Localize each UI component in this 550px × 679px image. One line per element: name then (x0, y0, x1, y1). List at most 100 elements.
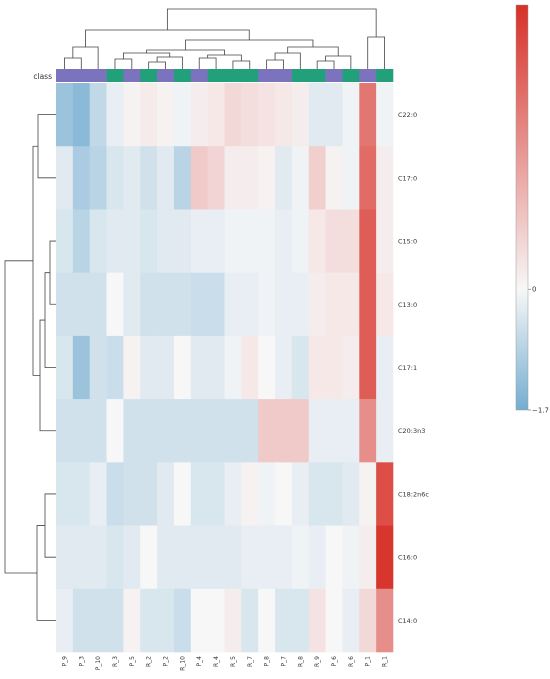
dendrogram-link (166, 8, 377, 37)
heatmap-cell (291, 146, 310, 210)
heatmap-cell (275, 83, 293, 147)
row-labels: C22:0 C17:0 C15:0 C13:0 C17:1 C20:3n3 C18:2n6c… (398, 111, 429, 625)
colorbar-tick-label-zero: 0 (532, 286, 536, 294)
heatmap-cell (157, 83, 175, 147)
heatmap-cell (342, 588, 360, 653)
column-label: R_5 (230, 656, 237, 667)
heatmap-cell (106, 462, 124, 526)
row-label: C18:2n6c (398, 490, 429, 498)
heatmap-cell (342, 272, 360, 337)
class-bar-cell (258, 69, 276, 82)
heatmap-cell (308, 588, 326, 653)
heatmap-cell (224, 462, 242, 526)
heatmap-cell (308, 525, 326, 590)
heatmap-cell (106, 146, 124, 210)
class-bar-cell (173, 69, 192, 82)
heatmap-cell (56, 462, 74, 526)
heatmap-cell (359, 83, 377, 147)
heatmap-cell (190, 83, 208, 147)
heatmap-cell (342, 146, 360, 210)
heatmap-cell (376, 462, 394, 526)
heatmap-cell (325, 146, 343, 210)
heatmap-cell (173, 399, 192, 463)
heatmap-cell (291, 525, 310, 590)
heatmap-cell (359, 209, 377, 273)
dendrogram-link (367, 36, 385, 69)
heatmap-cell (157, 272, 175, 337)
heatmap-cell (359, 146, 377, 210)
column-label: R_6 (348, 656, 355, 667)
class-bar-cell (72, 69, 90, 82)
heatmap-cell (275, 146, 293, 210)
heatmap-cell (89, 525, 107, 590)
class-bar-cell (190, 69, 208, 82)
heatmap-cell (224, 588, 242, 653)
heatmap-cell (56, 272, 74, 337)
heatmap-cell (342, 335, 360, 400)
row-label: C20:3n3 (398, 427, 425, 435)
heatmap-cell (275, 588, 293, 653)
class-bar (56, 69, 394, 82)
heatmap-cell (376, 209, 394, 273)
heatmap-cell (173, 462, 192, 526)
heatmap-cell (89, 209, 107, 273)
heatmap-cell (291, 462, 310, 526)
dendrogram-link (274, 52, 301, 69)
heatmap-cell (190, 146, 208, 210)
heatmap-cell (376, 399, 394, 463)
heatmap-cell (291, 272, 310, 337)
heatmap-cell (258, 146, 276, 210)
heatmap-cell (291, 83, 310, 147)
dendrogram-link (85, 29, 250, 47)
heatmap-cell (72, 399, 90, 463)
heatmap-cell (56, 209, 74, 273)
class-label: class (33, 72, 52, 81)
heatmap-cell (123, 146, 141, 210)
heatmap-cell (275, 272, 293, 337)
heatmap-cell (376, 588, 394, 653)
heatmap-cell (123, 525, 141, 590)
heatmap-cell (157, 209, 175, 273)
heatmap-cell (241, 146, 259, 210)
heatmap-cell (173, 209, 192, 273)
column-label: P_3 (78, 656, 85, 667)
heatmap-cell (89, 335, 107, 400)
heatmap-cell (173, 272, 192, 337)
heatmap-cell (207, 146, 225, 210)
heatmap-cell (325, 335, 343, 400)
dendrogram-link (39, 319, 56, 432)
heatmap-cell (258, 209, 276, 273)
column-label: R_10 (179, 656, 186, 671)
heatmap-cell (241, 399, 259, 463)
heatmap-cell (123, 83, 141, 147)
heatmap-cell (190, 525, 208, 590)
heatmap-cell (207, 83, 225, 147)
heatmap-cell (106, 272, 124, 337)
heatmap-cell (140, 209, 158, 273)
dendrogram-link (37, 114, 56, 179)
dendrogram-link (316, 60, 335, 69)
dendrogram-link (325, 55, 352, 69)
heatmap-cell (325, 209, 343, 273)
heatmap-cell (72, 272, 90, 337)
class-bar-cell (325, 69, 343, 82)
dendrogram-link (198, 57, 217, 69)
heatmap-cell (325, 462, 343, 526)
row-dendrogram (4, 114, 56, 621)
column-label: R_1 (382, 656, 389, 667)
row-label: C16:0 (398, 554, 417, 562)
heatmap-cell (308, 335, 326, 400)
heatmap-cell (224, 209, 242, 273)
heatmap-cell (72, 525, 90, 590)
class-bar-cell (207, 69, 225, 82)
heatmap-cell (342, 462, 360, 526)
heatmap-cell (376, 272, 394, 337)
heatmap-cell (207, 209, 225, 273)
class-bar-cell (89, 69, 107, 82)
heatmap-cell (224, 399, 242, 463)
heatmap-cell (106, 209, 124, 273)
heatmap-cell (291, 588, 310, 653)
heatmap-cell (258, 462, 276, 526)
class-bar-cell (106, 69, 124, 82)
dendrogram-link (44, 272, 56, 368)
